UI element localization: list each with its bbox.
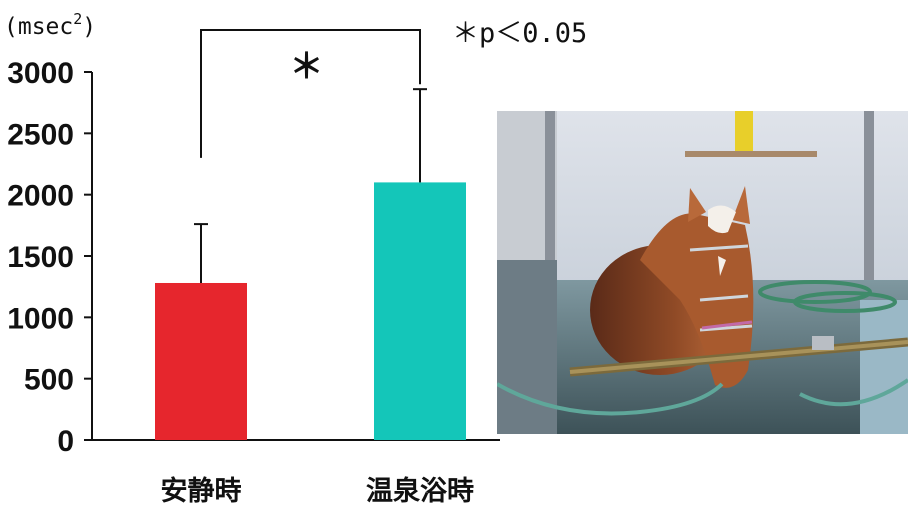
- y-unit-close: ): [82, 14, 96, 40]
- p-value-note: ＊p＜0.05: [452, 18, 587, 49]
- horse-in-hot-spring-photo: [497, 111, 908, 434]
- bar-1: [374, 182, 466, 440]
- significance-bracket: [200, 29, 421, 158]
- y-tick-label-3: 1500: [7, 241, 74, 274]
- y-tick-label-4: 2000: [7, 180, 74, 213]
- category-label-0: 安静時: [161, 476, 242, 506]
- category-labels: 安静時 温泉浴時: [161, 475, 475, 506]
- bar-0: [155, 282, 247, 440]
- significance-star: ＊: [290, 47, 324, 87]
- y-tick-label-6: 3000: [7, 57, 74, 90]
- y-tick-label-1: 500: [24, 364, 74, 397]
- category-label-1: 温泉浴時: [366, 475, 474, 506]
- y-unit-superscript: 2: [73, 10, 82, 28]
- y-tick-label-5: 2500: [7, 118, 74, 151]
- y-tick-label-0: 0: [57, 425, 74, 458]
- y-unit-text: (msec: [4, 14, 73, 40]
- error-bars: [194, 88, 427, 283]
- bars: [155, 182, 466, 440]
- y-unit-label: (msec2): [4, 10, 96, 40]
- y-ticks: 0 500 1000 1500 2000 2500 3000: [7, 57, 92, 458]
- y-tick-label-2: 1000: [7, 302, 74, 335]
- significance-annotation: ＊: [200, 29, 421, 158]
